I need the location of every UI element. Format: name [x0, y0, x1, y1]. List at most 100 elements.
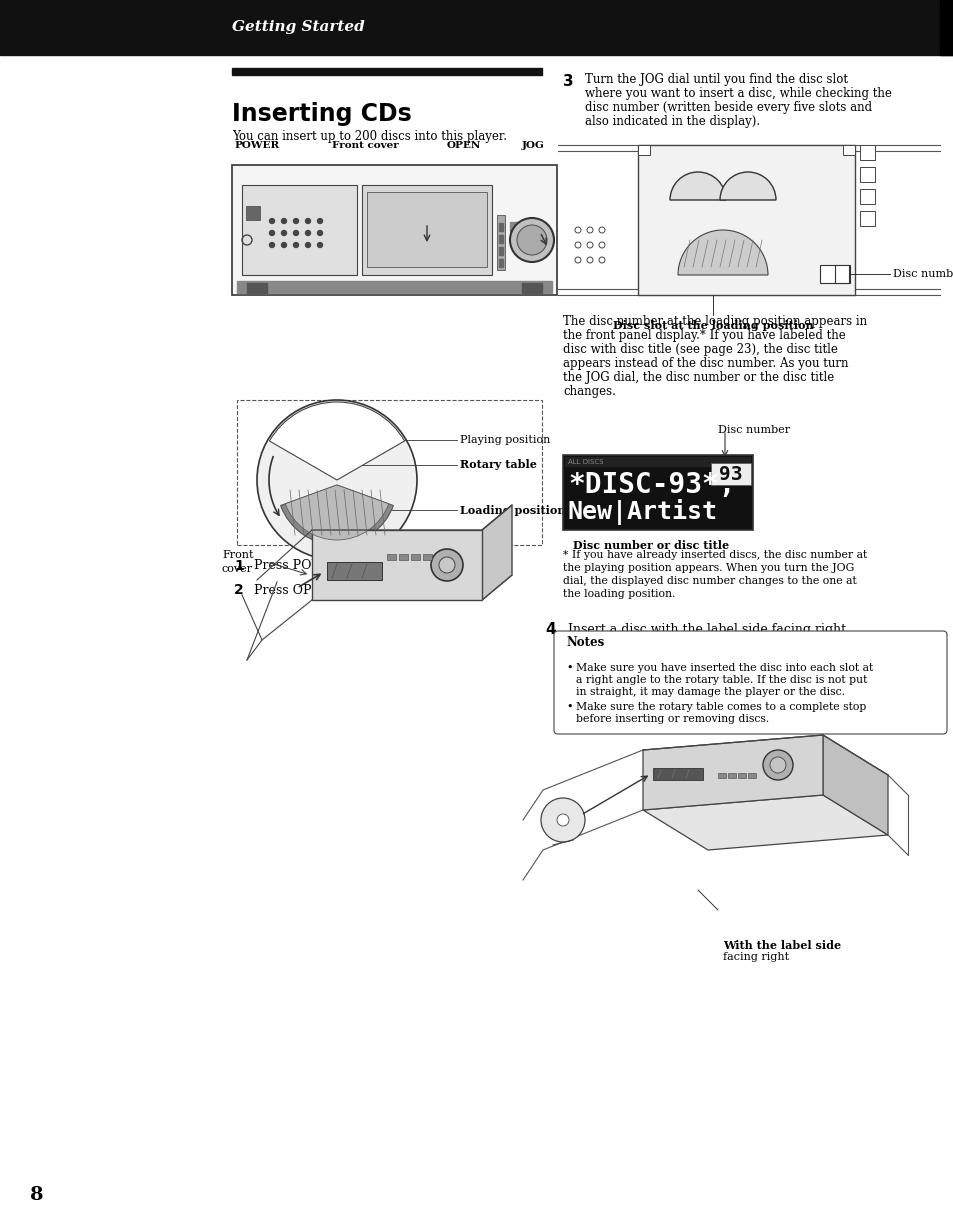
Bar [236, 400, 541, 544]
Circle shape [769, 758, 785, 773]
Bar [564, 457, 750, 466]
Wedge shape [669, 172, 725, 200]
Bar [747, 773, 755, 778]
Text: Disc number or disc title: Disc number or disc title [573, 540, 728, 551]
Bar [411, 554, 419, 560]
Polygon shape [642, 795, 887, 850]
Text: facing right: facing right [722, 952, 788, 962]
Text: Make sure you have inserted the disc into each slot at: Make sure you have inserted the disc int… [576, 663, 872, 674]
Bar [361, 185, 492, 275]
Bar [718, 773, 725, 778]
Text: dial, the displayed disc number changes to the one at: dial, the displayed disc number changes … [562, 576, 856, 586]
Bar [498, 247, 502, 255]
Bar [422, 554, 432, 560]
Bar [510, 222, 519, 230]
Bar [246, 206, 260, 220]
Circle shape [305, 230, 310, 235]
Polygon shape [312, 530, 481, 600]
Text: Rotary table: Rotary table [459, 459, 537, 470]
Circle shape [540, 798, 584, 842]
Circle shape [317, 218, 322, 223]
Bar [727, 773, 735, 778]
Bar [498, 259, 502, 267]
Bar [242, 185, 356, 275]
Bar [638, 145, 649, 155]
Bar [738, 773, 745, 778]
Text: Press OPEN.: Press OPEN. [253, 583, 335, 597]
Text: Disc number: Disc number [892, 269, 953, 279]
Circle shape [269, 242, 274, 247]
Bar [534, 222, 543, 230]
Circle shape [294, 230, 298, 235]
Text: The disc number at the loading position appears in: The disc number at the loading position … [562, 315, 866, 328]
Text: Front cover: Front cover [332, 141, 398, 150]
Circle shape [281, 242, 286, 247]
Circle shape [557, 814, 568, 826]
Circle shape [269, 230, 274, 235]
Bar [562, 456, 752, 530]
Circle shape [438, 557, 455, 572]
Text: •: • [565, 663, 572, 674]
Text: 4: 4 [544, 622, 555, 637]
Circle shape [294, 242, 298, 247]
Text: before inserting or removing discs.: before inserting or removing discs. [576, 714, 768, 723]
Text: •: • [565, 702, 572, 713]
Text: * If you have already inserted discs, the disc number at: * If you have already inserted discs, th… [562, 551, 866, 560]
Bar [859, 167, 874, 181]
Circle shape [431, 549, 462, 581]
Circle shape [762, 750, 792, 780]
Bar [497, 216, 504, 270]
Text: also indicated in the display).: also indicated in the display). [584, 116, 760, 129]
Bar [710, 463, 750, 485]
Bar [521, 283, 541, 294]
Bar [859, 189, 874, 203]
Text: POWER: POWER [233, 141, 279, 150]
Circle shape [317, 242, 322, 247]
Circle shape [294, 218, 298, 223]
Text: Turn the JOG dial until you find the disc slot: Turn the JOG dial until you find the dis… [584, 73, 847, 86]
Bar [0, 0, 953, 55]
Text: 93: 93 [719, 464, 742, 484]
Text: You can insert up to 200 discs into this player.: You can insert up to 200 discs into this… [232, 130, 506, 143]
Polygon shape [481, 505, 512, 600]
Text: Disc slot at the loading position: Disc slot at the loading position [612, 320, 813, 331]
Text: *DISC-93*,: *DISC-93*, [567, 471, 735, 499]
Text: disc with disc title (see page 23), the disc title: disc with disc title (see page 23), the … [562, 343, 837, 356]
Text: 1: 1 [233, 559, 244, 572]
Text: Press POWER to turn on the player.: Press POWER to turn on the player. [253, 559, 480, 572]
Wedge shape [678, 230, 767, 275]
Text: 8: 8 [30, 1186, 44, 1205]
Text: where you want to insert a disc, while checking the: where you want to insert a disc, while c… [584, 88, 891, 101]
Circle shape [256, 400, 416, 560]
Bar [820, 266, 849, 283]
FancyBboxPatch shape [554, 631, 946, 734]
Text: Playing position: Playing position [459, 435, 550, 445]
Bar [327, 561, 381, 580]
Text: 3: 3 [562, 74, 573, 89]
Bar [842, 145, 854, 155]
Text: ALL DISCS: ALL DISCS [567, 459, 603, 465]
Bar [232, 68, 541, 76]
Polygon shape [642, 734, 822, 810]
Text: Inserting CDs: Inserting CDs [232, 102, 412, 125]
Text: Insert a disc with the label side facing right.: Insert a disc with the label side facing… [567, 624, 849, 637]
Wedge shape [269, 402, 404, 480]
Circle shape [305, 218, 310, 223]
Text: Loading position: Loading position [459, 504, 565, 515]
Text: a right angle to the rotary table. If the disc is not put: a right angle to the rotary table. If th… [576, 675, 866, 685]
Text: disc number (written beside every five slots and: disc number (written beside every five s… [584, 101, 871, 114]
Text: Getting Started: Getting Started [232, 19, 364, 34]
Circle shape [269, 218, 274, 223]
Bar [498, 223, 502, 231]
Circle shape [317, 230, 322, 235]
Bar [498, 235, 502, 244]
Text: appears instead of the disc number. As you turn: appears instead of the disc number. As y… [562, 357, 847, 370]
Bar [510, 230, 544, 240]
Text: New|Artist: New|Artist [567, 499, 718, 525]
Text: the front panel display.* If you have labeled the: the front panel display.* If you have la… [562, 329, 845, 342]
Text: JOG: JOG [521, 141, 544, 150]
Polygon shape [312, 575, 512, 600]
Wedge shape [285, 485, 388, 540]
Text: in straight, it may damage the player or the disc.: in straight, it may damage the player or… [576, 687, 844, 697]
Polygon shape [822, 734, 887, 836]
